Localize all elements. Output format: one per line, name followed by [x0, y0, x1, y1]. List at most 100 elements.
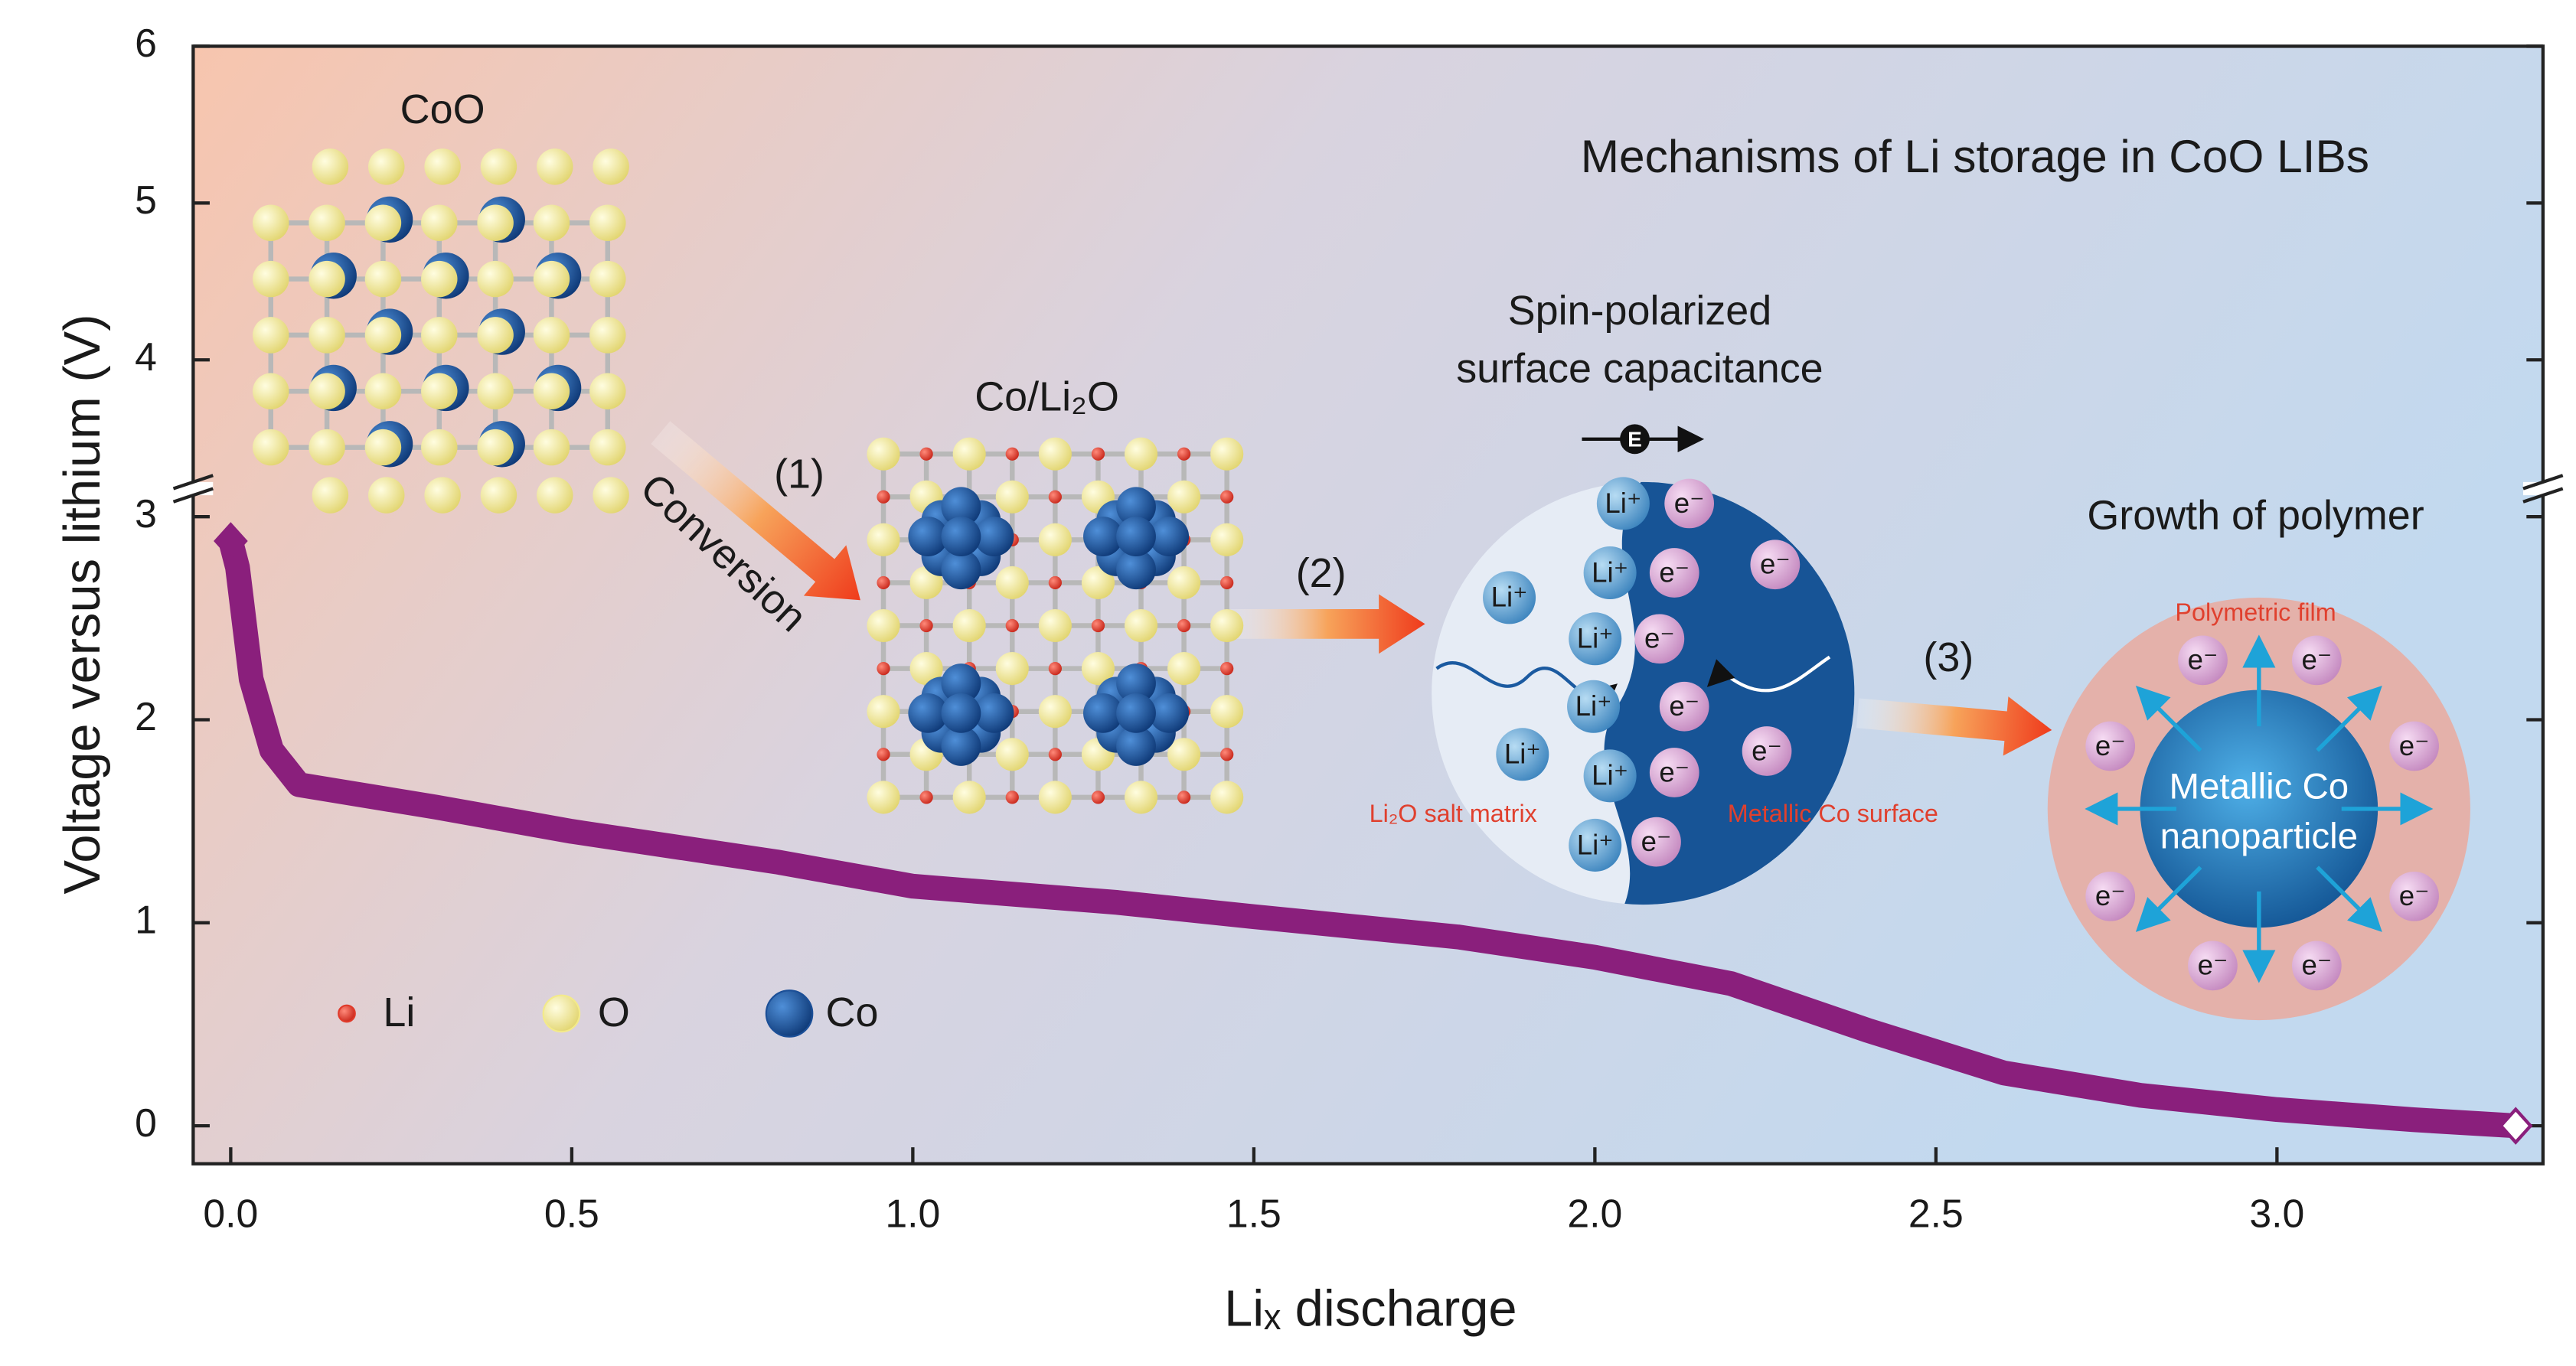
particle — [1750, 540, 1801, 590]
step-label: (3) — [1923, 634, 1974, 680]
particle-label: Li⁺ — [1605, 487, 1641, 519]
arrow-3 — [1856, 696, 2052, 756]
plot-frame — [191, 44, 2545, 1166]
data-line — [218, 537, 2517, 1139]
particle — [1583, 546, 1637, 600]
atom — [1038, 608, 1072, 643]
atom — [424, 477, 461, 513]
atom — [424, 148, 461, 185]
step-label: (1) — [774, 452, 824, 497]
particle — [1649, 548, 1699, 598]
field-label: E — [1628, 427, 1642, 451]
atom — [480, 477, 517, 513]
atom — [952, 781, 986, 814]
particle — [1634, 614, 1685, 664]
atom — [908, 693, 948, 733]
capacitance-label: Spin-polarized — [1508, 288, 1772, 334]
particle-label: Li⁺ — [1592, 760, 1628, 791]
atom — [593, 148, 629, 185]
atom — [309, 429, 345, 466]
atom — [1210, 695, 1244, 729]
particle — [1569, 612, 1622, 666]
particle — [1664, 478, 1715, 529]
atom — [593, 477, 629, 513]
atom — [1048, 748, 1062, 761]
atom — [309, 317, 345, 354]
atom — [1220, 575, 1234, 590]
atom — [537, 148, 573, 185]
particle-label: Li⁺ — [1577, 623, 1614, 654]
particle — [1596, 477, 1650, 530]
legend-label: Li — [383, 989, 415, 1035]
atom — [477, 317, 514, 354]
growth-arrow — [2316, 866, 2382, 932]
film-label: Polymetric film — [2175, 598, 2336, 626]
y-tick-label: 1 — [135, 897, 157, 941]
particle-label: e⁻ — [1752, 735, 1782, 766]
particle — [1649, 748, 1699, 797]
atom — [995, 480, 1029, 513]
field-circle — [1620, 424, 1650, 455]
particle-label: e⁻ — [1669, 690, 1699, 722]
particle-label: Li⁺ — [1575, 690, 1612, 722]
atom — [253, 429, 289, 466]
atom — [589, 373, 626, 409]
surface-label: Metallic Co surface — [1728, 800, 1938, 827]
atom — [941, 726, 981, 766]
atom — [533, 429, 570, 466]
particle — [1742, 726, 1792, 776]
x-tick-label: 3.0 — [2249, 1191, 2304, 1235]
atom — [480, 148, 517, 185]
atom — [1220, 490, 1234, 504]
atom — [421, 373, 458, 409]
axis-break — [172, 487, 214, 504]
atom — [253, 260, 289, 298]
atom — [867, 781, 900, 814]
atom — [253, 373, 289, 409]
atom — [533, 317, 570, 354]
chart-title: Mechanisms of Li storage in CoO LIBs — [1581, 130, 2369, 182]
atom — [908, 517, 948, 556]
particle-label: Li⁺ — [1577, 829, 1614, 860]
atom — [941, 549, 981, 590]
atom — [867, 523, 900, 556]
atom — [477, 204, 514, 241]
particle-label: e⁻ — [2301, 950, 2332, 981]
atom — [1177, 791, 1191, 804]
growth-arrow — [2135, 866, 2202, 932]
atom — [974, 693, 1014, 733]
particle-label: e⁻ — [2095, 730, 2126, 761]
atom — [1124, 781, 1158, 814]
y-tick-label: 3 — [135, 491, 157, 536]
atom — [477, 373, 514, 409]
particle — [2085, 721, 2136, 771]
atom — [1081, 566, 1115, 600]
atom — [995, 652, 1029, 686]
y-axis-label: Voltage versus lithium (V) — [54, 314, 111, 894]
growth-arrow — [2316, 686, 2382, 752]
atom — [941, 693, 981, 733]
atom — [919, 791, 933, 804]
atom — [867, 695, 900, 729]
particle — [2291, 635, 2342, 686]
atom — [1177, 447, 1191, 461]
atom — [1116, 726, 1156, 766]
x-tick-label: 1.5 — [1226, 1191, 1281, 1235]
particle-label: e⁻ — [2095, 880, 2126, 911]
atom — [1083, 693, 1123, 733]
y-tick-label: 6 — [135, 21, 157, 65]
atom — [421, 317, 458, 354]
atom — [477, 429, 514, 466]
particle-label: e⁻ — [2188, 644, 2218, 676]
x-tick-label: 2.0 — [1567, 1191, 1622, 1235]
atom — [1091, 791, 1105, 804]
atom — [1038, 695, 1072, 729]
y-tick-label: 0 — [135, 1100, 157, 1145]
particle-label: e⁻ — [2198, 950, 2228, 981]
atom — [253, 204, 289, 241]
atom — [1149, 693, 1190, 733]
matrix-label: Li₂O salt matrix — [1370, 800, 1537, 827]
particle-label: Li⁺ — [1592, 556, 1628, 588]
atom — [1081, 652, 1115, 686]
label-coo: CoO — [400, 86, 485, 132]
